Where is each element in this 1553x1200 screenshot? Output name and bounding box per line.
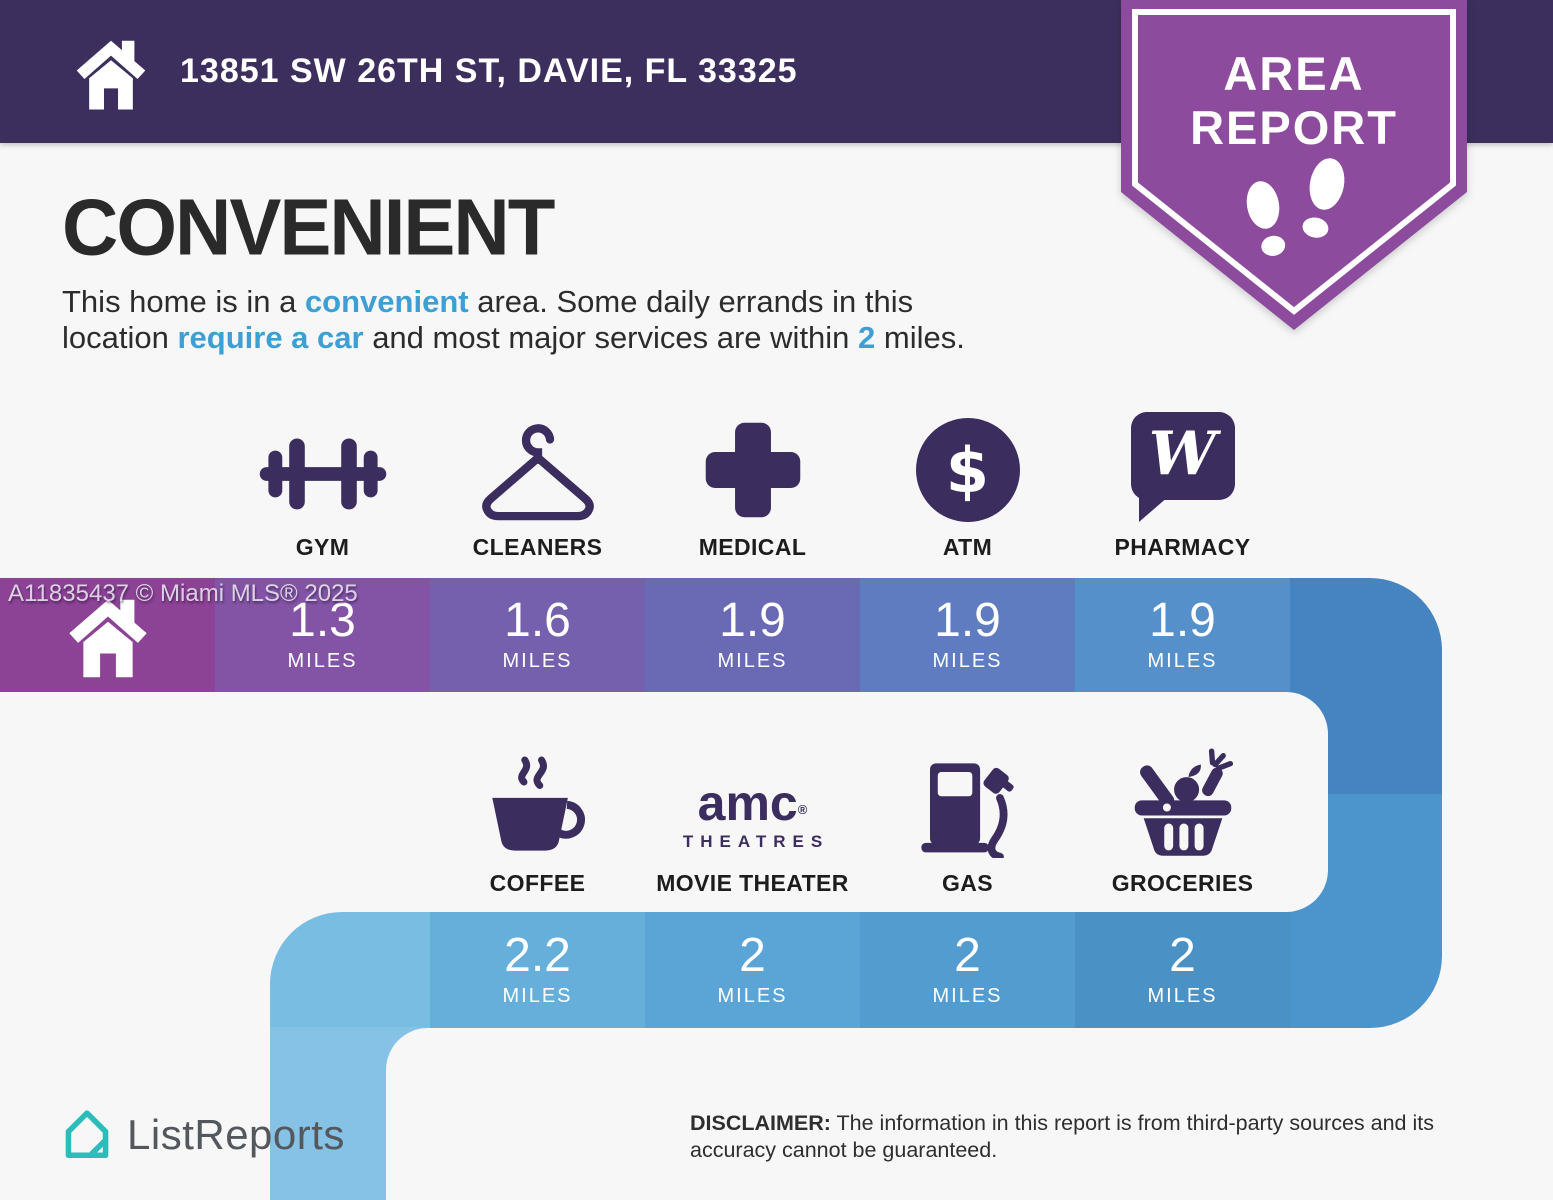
amenity-atm: $ ATM [860, 408, 1075, 561]
distance-gas: 2 MILES [860, 912, 1075, 1028]
walgreens-w: W [1148, 419, 1217, 489]
desc-highlight-car: require a car [177, 320, 364, 355]
amenity-label: CLEANERS [472, 534, 603, 560]
listreports-wordmark: ListReports [127, 1111, 345, 1158]
ribbon-inner-border [1132, 9, 1456, 315]
ribbon-line1: AREA [1223, 47, 1364, 100]
amenity-gym: GYM [215, 408, 430, 561]
amenity-label: GROCERIES [1111, 870, 1254, 896]
disclaimer-text: DISCLAIMER: The information in this repo… [690, 1110, 1505, 1164]
distance-groceries: 2 MILES [1075, 912, 1290, 1028]
disclaimer-label: DISCLAIMER: [690, 1111, 831, 1135]
amenity-label: GAS [941, 870, 994, 896]
miles-unit: MILES [287, 649, 358, 672]
route-gap-middle [0, 692, 1328, 912]
miles-value: 2 [739, 929, 766, 983]
distance-coffee: 2.2 MILES [430, 912, 645, 1028]
coffee-cup-icon [430, 744, 645, 858]
dollar-circle-icon: $ [860, 408, 1075, 522]
distance-cleaners: 1.6 MILES [430, 578, 645, 692]
miles-unit: MILES [717, 649, 788, 672]
amenity-movie-theater: amc® THEATRES MOVIE THEATER [645, 744, 860, 897]
grocery-basket-icon [1075, 744, 1290, 858]
route-gap-bottom [386, 1028, 1553, 1200]
area-report-ribbon: AREA REPORT [1113, 0, 1475, 338]
description-text: This home is in a convenient area. Some … [62, 284, 1102, 356]
distance-atm: 1.9 MILES [860, 578, 1075, 692]
amenity-label: MEDICAL [698, 534, 807, 560]
amenity-label: ATM [942, 534, 993, 560]
miles-unit: MILES [932, 984, 1003, 1007]
distance-movie-theater: 2 MILES [645, 912, 860, 1028]
ribbon-line2: REPORT [1190, 101, 1398, 154]
distance-gym: 1.3 MILES [215, 578, 430, 692]
amc-theatres-text: THEATRES [682, 832, 830, 851]
listreports-logo: ListReports [60, 1106, 345, 1164]
footprints-icon [1246, 158, 1345, 256]
medical-cross-icon [645, 408, 860, 522]
desc-part: and most major services are within [363, 320, 859, 355]
miles-value: 1.9 [719, 594, 786, 648]
amc-wordmark: amc [697, 775, 798, 831]
desc-part: This home is in a [62, 284, 305, 319]
miles-unit: MILES [717, 984, 788, 1007]
amenity-gas: GAS [860, 744, 1075, 897]
miles-unit: MILES [1147, 649, 1218, 672]
amenity-label: MOVIE THEATER [656, 870, 849, 896]
hanger-icon [430, 408, 645, 522]
distance-pharmacy: 1.9 MILES [1075, 578, 1290, 692]
amenity-medical: MEDICAL [645, 408, 860, 561]
desc-part: area. Some daily errands in this [468, 284, 914, 319]
amenity-groceries: GROCERIES [1075, 744, 1290, 897]
miles-value: 2.2 [504, 929, 571, 983]
amenity-label: COFFEE [489, 870, 586, 896]
miles-value: 1.9 [1149, 594, 1216, 648]
dumbbell-icon [215, 408, 430, 522]
amenity-cleaners: CLEANERS [430, 408, 645, 561]
mls-watermark: A11835437 © Miami MLS® 2025 [8, 580, 358, 607]
dollar-symbol: $ [945, 433, 990, 507]
amenity-pharmacy: W PHARMACY [1075, 408, 1290, 561]
amenity-label: PHARMACY [1114, 534, 1251, 560]
amenity-coffee: COFFEE [430, 744, 645, 897]
miles-unit: MILES [932, 649, 1003, 672]
desc-highlight-2: 2 [858, 320, 876, 355]
home-marker-segment [0, 578, 215, 692]
miles-value: 1.3 [289, 594, 356, 648]
miles-unit: MILES [502, 649, 573, 672]
miles-value: 1.9 [934, 594, 1001, 648]
disclaimer-body: The information in this report is from t… [690, 1111, 1434, 1162]
listreports-house-icon [65, 1110, 109, 1158]
desc-part: miles. [875, 320, 965, 355]
gas-pump-icon [860, 744, 1075, 858]
home-icon [76, 40, 146, 109]
amc-theatres-logo: amc® THEATRES [645, 744, 860, 858]
page-title: CONVENIENT [62, 182, 555, 272]
desc-highlight-convenient: convenient [304, 284, 469, 319]
miles-unit: MILES [502, 984, 573, 1007]
distance-medical: 1.9 MILES [645, 578, 860, 692]
ribbon-banner-shape [1121, 0, 1467, 330]
desc-part: location [62, 320, 178, 355]
amenity-label: GYM [295, 534, 350, 560]
miles-value: 2 [954, 929, 981, 983]
miles-value: 2 [1169, 929, 1196, 983]
miles-unit: MILES [1147, 984, 1218, 1007]
amc-registered-mark: ® [797, 802, 808, 817]
miles-value: 1.6 [504, 594, 571, 648]
home-marker-icon [68, 599, 147, 678]
walgreens-icon: W [1075, 408, 1290, 522]
property-address: 13851 SW 26TH ST, DAVIE, FL 33325 [180, 52, 798, 90]
